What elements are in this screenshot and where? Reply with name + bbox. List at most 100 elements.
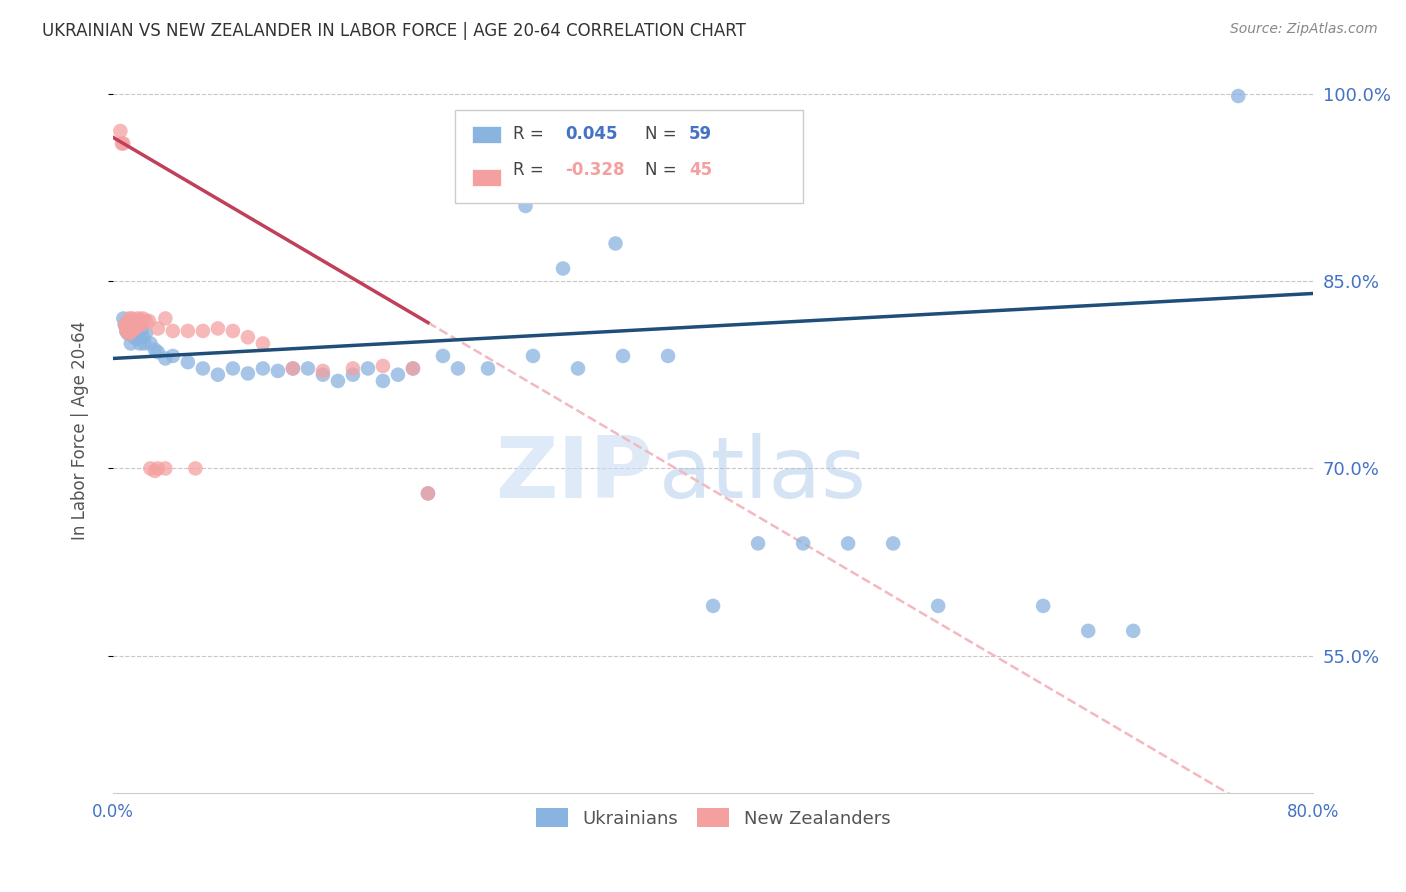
Point — [131, 324, 153, 338]
Point — [125, 318, 148, 332]
Point — [402, 361, 425, 376]
Point — [122, 330, 145, 344]
Point — [567, 361, 589, 376]
Point — [605, 236, 627, 251]
Point — [312, 368, 335, 382]
Point — [281, 361, 304, 376]
Point — [252, 361, 274, 376]
Point — [207, 368, 229, 382]
Text: R =: R = — [513, 126, 548, 144]
Point — [139, 336, 162, 351]
Text: -0.328: -0.328 — [565, 161, 624, 179]
Point — [184, 461, 207, 475]
Text: 0.045: 0.045 — [565, 126, 617, 144]
Point — [110, 124, 132, 138]
Point — [122, 314, 145, 328]
Point — [927, 599, 949, 613]
FancyBboxPatch shape — [472, 126, 501, 144]
Point — [124, 326, 146, 341]
Text: 45: 45 — [689, 161, 713, 179]
Point — [177, 355, 200, 369]
Point — [281, 361, 304, 376]
Point — [447, 361, 470, 376]
Text: N =: N = — [644, 126, 682, 144]
Point — [118, 326, 141, 341]
Point — [432, 349, 454, 363]
Text: Source: ZipAtlas.com: Source: ZipAtlas.com — [1230, 22, 1378, 37]
FancyBboxPatch shape — [456, 110, 803, 202]
Point — [117, 317, 139, 331]
Point — [1032, 599, 1054, 613]
Point — [191, 324, 214, 338]
Point — [117, 324, 139, 338]
Point — [120, 336, 142, 351]
Point — [177, 324, 200, 338]
Point — [132, 311, 155, 326]
Point — [222, 324, 245, 338]
Point — [127, 311, 149, 326]
Point — [162, 349, 184, 363]
Point — [342, 368, 364, 382]
Point — [111, 136, 134, 151]
Point — [1122, 624, 1144, 638]
Text: N =: N = — [644, 161, 682, 179]
Point — [146, 321, 169, 335]
Point — [155, 461, 177, 475]
Text: atlas: atlas — [659, 433, 868, 516]
Point — [132, 330, 155, 344]
Point — [118, 321, 141, 335]
Point — [128, 336, 150, 351]
Point — [1227, 89, 1250, 103]
Point — [121, 324, 143, 338]
Point — [155, 351, 177, 366]
Point — [114, 318, 136, 332]
Point — [146, 461, 169, 475]
Point — [114, 318, 136, 332]
Y-axis label: In Labor Force | Age 20-64: In Labor Force | Age 20-64 — [72, 321, 89, 541]
Point — [702, 599, 724, 613]
Text: 59: 59 — [689, 126, 713, 144]
Point — [312, 364, 335, 378]
Point — [143, 464, 166, 478]
Point — [146, 345, 169, 359]
Point — [882, 536, 904, 550]
Point — [371, 359, 394, 373]
Point — [118, 311, 141, 326]
Point — [326, 374, 349, 388]
Point — [416, 486, 439, 500]
Point — [121, 324, 143, 338]
Point — [267, 364, 290, 378]
Point — [207, 321, 229, 335]
Point — [128, 314, 150, 328]
Point — [657, 349, 679, 363]
Text: ZIP: ZIP — [495, 433, 652, 516]
Point — [135, 314, 157, 328]
Point — [131, 318, 153, 332]
Point — [139, 461, 162, 475]
Point — [124, 314, 146, 328]
Text: UKRAINIAN VS NEW ZEALANDER IN LABOR FORCE | AGE 20-64 CORRELATION CHART: UKRAINIAN VS NEW ZEALANDER IN LABOR FORC… — [42, 22, 747, 40]
Point — [252, 336, 274, 351]
Point — [402, 361, 425, 376]
Point — [522, 349, 544, 363]
Point — [747, 536, 769, 550]
Legend: Ukrainians, New Zealanders: Ukrainians, New Zealanders — [529, 801, 897, 835]
Point — [115, 318, 138, 332]
Point — [222, 361, 245, 376]
Point — [115, 324, 138, 338]
Point — [121, 311, 143, 326]
Point — [127, 326, 149, 341]
Point — [118, 321, 141, 335]
Point — [792, 536, 814, 550]
Point — [155, 311, 177, 326]
Point — [124, 321, 146, 335]
Point — [371, 374, 394, 388]
FancyBboxPatch shape — [472, 169, 501, 186]
Point — [134, 336, 156, 351]
Point — [120, 318, 142, 332]
Point — [837, 536, 859, 550]
Point — [236, 330, 259, 344]
Point — [236, 367, 259, 381]
Point — [387, 368, 409, 382]
Point — [138, 314, 160, 328]
